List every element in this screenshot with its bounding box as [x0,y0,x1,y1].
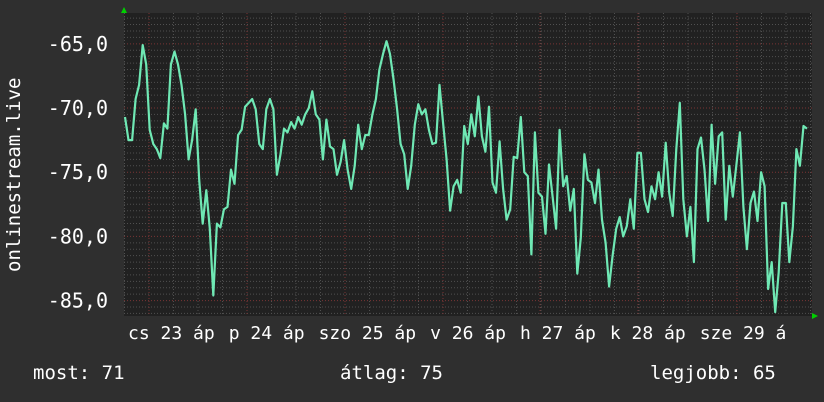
x-tick-label: h 27 áp [520,323,596,344]
x-tick-label: cs 23 áp [128,323,215,344]
grid [124,13,812,316]
y-tick-label: -80,0 [48,224,108,248]
y-axis-arrow-icon [121,7,127,13]
series-line [123,40,808,314]
x-tick-label: v 26 áp [430,323,506,344]
legend-current: most: 71 [33,362,125,384]
x-tick-label: sze 29 á [700,323,787,344]
x-axis-ticks: cs 23 áp p 24 áp szo 25 áp v 26 áp h 27 áp k … [128,323,786,344]
y-axis-ticks: -65,0 -70,0 -75,0 -80,0 -85,0 [48,32,108,313]
x-axis-arrow-icon [812,313,818,319]
y-tick-label: -85,0 [48,289,108,313]
legend-best: legjobb: 65 [650,362,776,384]
y-axis-label: onlinestream.live [3,78,25,272]
y-tick-label: -65,0 [48,32,108,56]
legend-average: átlag: 75 [340,362,443,384]
x-tick-label: szo 25 áp [319,323,417,344]
y-tick-label: -70,0 [48,96,108,120]
x-tick-label: p 24 áp [229,323,305,344]
y-tick-label: -75,0 [48,160,108,184]
x-tick-label: k 28 áp [610,323,686,344]
